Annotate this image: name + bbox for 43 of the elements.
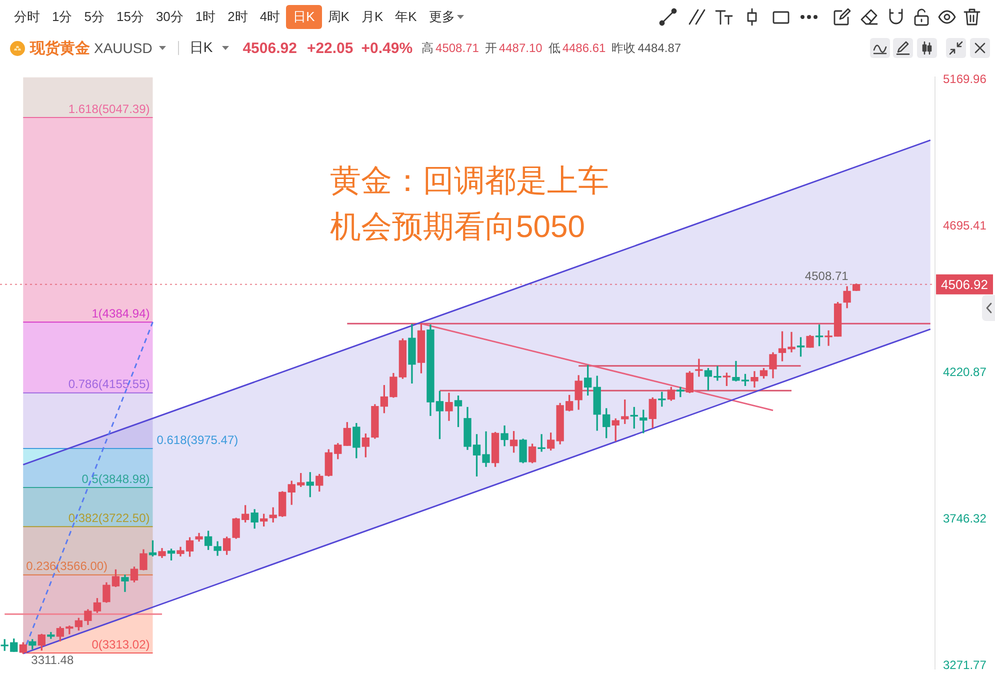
text: 分时 <box>14 8 40 26</box>
ref-line-label: 0.236(3566.00) <box>26 559 108 574</box>
text: 15分 <box>116 8 144 26</box>
annotation: 4508.71 <box>804 269 849 284</box>
text: 年K <box>395 8 417 26</box>
selected-tab: 日K <box>286 5 322 29</box>
text: 黄金：回调都是上车机会预期看向5050 <box>330 162 610 246</box>
ref-line-label: 0(3313.02) <box>92 637 150 652</box>
annotation: 3311.48 <box>31 652 74 667</box>
text: 4时 <box>260 8 280 26</box>
y-tick-label: 3271.77 <box>943 658 987 672</box>
text: 低 <box>548 40 560 56</box>
text: 4506.92 <box>242 40 297 56</box>
text: 更多 <box>428 8 455 26</box>
chart-subtitle: 现货黄金 XAUUSD <box>30 38 152 58</box>
y-tick-label: 3746.32 <box>943 512 987 526</box>
text: 周K <box>328 8 350 26</box>
text: 4484.87 <box>638 41 682 55</box>
text: 4486.61 <box>562 41 606 55</box>
text: 日K <box>189 39 213 57</box>
ref-line-label: 1.618(5047.39) <box>68 102 150 116</box>
text: +0.49% <box>361 40 413 56</box>
text: 昨收 <box>612 40 636 56</box>
ref-line-label: 0.5(3848.98) <box>82 472 150 486</box>
text: 高 <box>422 40 434 56</box>
text: 1分 <box>52 8 72 26</box>
text: +22.05 <box>306 40 354 56</box>
text: 1时 <box>195 8 216 26</box>
text: 5分 <box>84 8 104 26</box>
text: 30分 <box>156 8 184 26</box>
text: 开 <box>484 40 497 56</box>
text: 4487.10 <box>498 41 542 55</box>
text: 月K <box>361 8 384 26</box>
y-tick-label: 5169.96 <box>943 72 987 86</box>
y-tick-label: 4695.41 <box>943 218 987 233</box>
text: 2时 <box>228 8 248 26</box>
ref-line-label: 0.618(3975.47) <box>156 432 238 447</box>
ref-line-label: 0.786(4155.55) <box>68 377 150 392</box>
ref-line-label: 0.382(3722.50) <box>68 510 150 525</box>
ref-line-label: 1(4384.94) <box>92 306 150 320</box>
y-tick-label: 4220.87 <box>943 365 987 380</box>
text: 4508.71 <box>436 41 479 55</box>
ref-line-label: 4506.92 <box>941 276 988 292</box>
